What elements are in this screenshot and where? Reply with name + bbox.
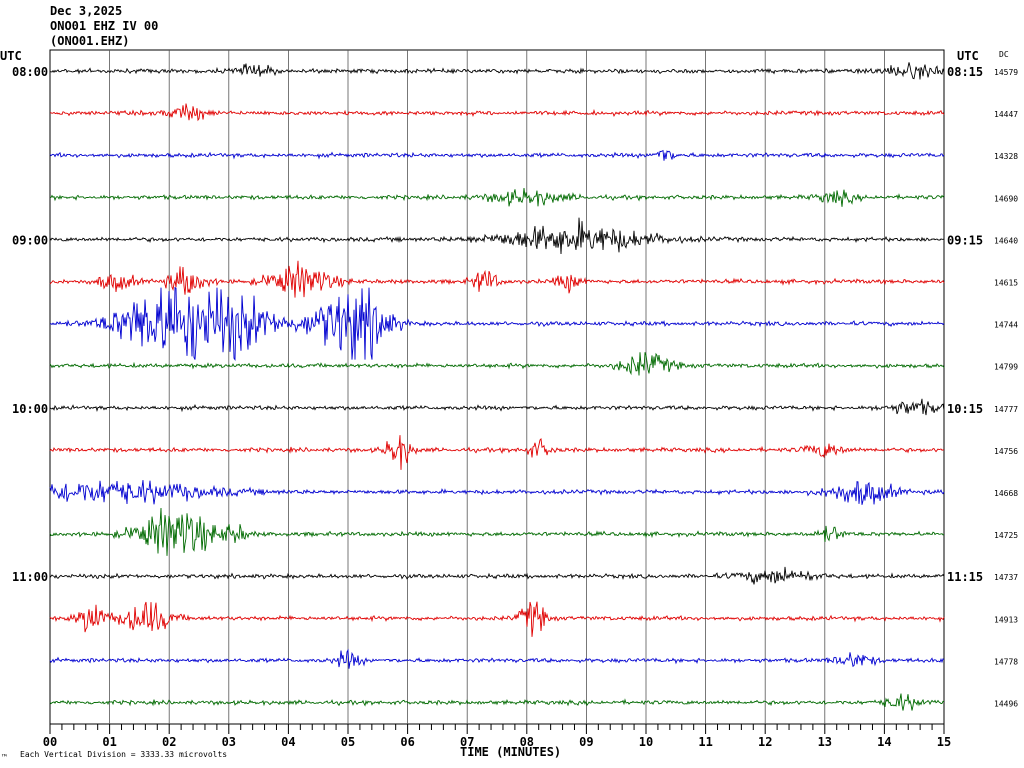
seismic-trace [49, 648, 945, 669]
hour-label-right: 09:15 [947, 233, 983, 247]
x-tick-label: 10 [639, 735, 653, 749]
right-axis-title: UTC [957, 49, 979, 63]
x-tick-label: 03 [222, 735, 236, 749]
dc-offset-label: 14579 [994, 68, 1018, 77]
x-tick-label: 06 [400, 735, 414, 749]
dc-offset-label: 14496 [994, 700, 1018, 709]
seismic-trace [49, 566, 945, 585]
x-tick-label: 14 [877, 735, 891, 749]
dc-offset-label: 14777 [994, 405, 1018, 414]
hour-label-right: 11:15 [947, 570, 983, 584]
dc-offset-label: 14737 [994, 573, 1018, 582]
dc-offset-label: 14328 [994, 152, 1018, 161]
seismic-trace [50, 103, 945, 122]
left-axis-title: UTC [0, 49, 22, 63]
dc-offset-label: 14799 [994, 363, 1018, 372]
dc-offset-label: 14615 [994, 279, 1018, 288]
hour-label-left: 10:00 [12, 402, 48, 416]
dc-offset-label: 14640 [994, 236, 1018, 245]
x-tick-label: 15 [937, 735, 951, 749]
x-tick-label: 01 [102, 735, 116, 749]
hour-label-left: 09:00 [12, 233, 48, 247]
x-tick-label: 04 [281, 735, 295, 749]
seismic-trace [49, 398, 945, 416]
x-tick-label: 09 [579, 735, 593, 749]
dc-offset-label: 14668 [994, 489, 1018, 498]
corner-mark: ™ [2, 753, 7, 762]
dc-offset-label: 14690 [994, 194, 1018, 203]
seismic-trace [49, 507, 945, 556]
hour-label-left: 11:00 [12, 570, 48, 584]
hour-label-right: 10:15 [947, 402, 983, 416]
x-tick-label: 08 [520, 735, 534, 749]
plot-frame [49, 49, 945, 725]
dc-offset-label: 14447 [994, 110, 1018, 119]
seismic-trace [49, 217, 945, 255]
dc-offset-label: 14913 [994, 615, 1018, 624]
hour-label-right: 08:15 [947, 65, 983, 79]
x-tick-label: 07 [460, 735, 474, 749]
seismic-trace [49, 286, 945, 361]
dc-offset-label: 14778 [994, 657, 1018, 666]
x-tick-label: 11 [698, 735, 712, 749]
dc-column-title: DC [999, 50, 1009, 59]
seismic-trace [49, 260, 945, 298]
seismic-trace [49, 352, 945, 376]
plot-date: Dec 3,2025 [50, 4, 123, 18]
x-tick-label: 13 [818, 735, 832, 749]
dc-offset-label: 14744 [994, 321, 1018, 330]
seismic-trace [49, 149, 945, 161]
x-tick-label: 02 [162, 735, 176, 749]
x-tick-label: 05 [341, 735, 355, 749]
x-axis-label: TIME (MINUTES) [460, 745, 562, 759]
seismic-trace [49, 480, 945, 505]
dc-offset-label: 14725 [994, 531, 1018, 540]
hour-label-left: 08:00 [12, 65, 48, 79]
seismic-trace [49, 693, 945, 711]
x-tick-label: 00 [43, 735, 57, 749]
x-tick-label: 12 [758, 735, 772, 749]
seismic-trace [49, 188, 945, 207]
seismic-trace [49, 601, 945, 637]
dc-offset-label: 14756 [994, 447, 1018, 456]
seismic-trace [49, 435, 945, 470]
channel-code: (ONO01.EHZ) [50, 34, 130, 48]
seismic-trace [49, 62, 945, 80]
station-name: ONO01 EHZ IV 00 [50, 19, 159, 33]
vertical-division-note: Each Vertical Division = 3333.33 microvo… [20, 750, 228, 759]
